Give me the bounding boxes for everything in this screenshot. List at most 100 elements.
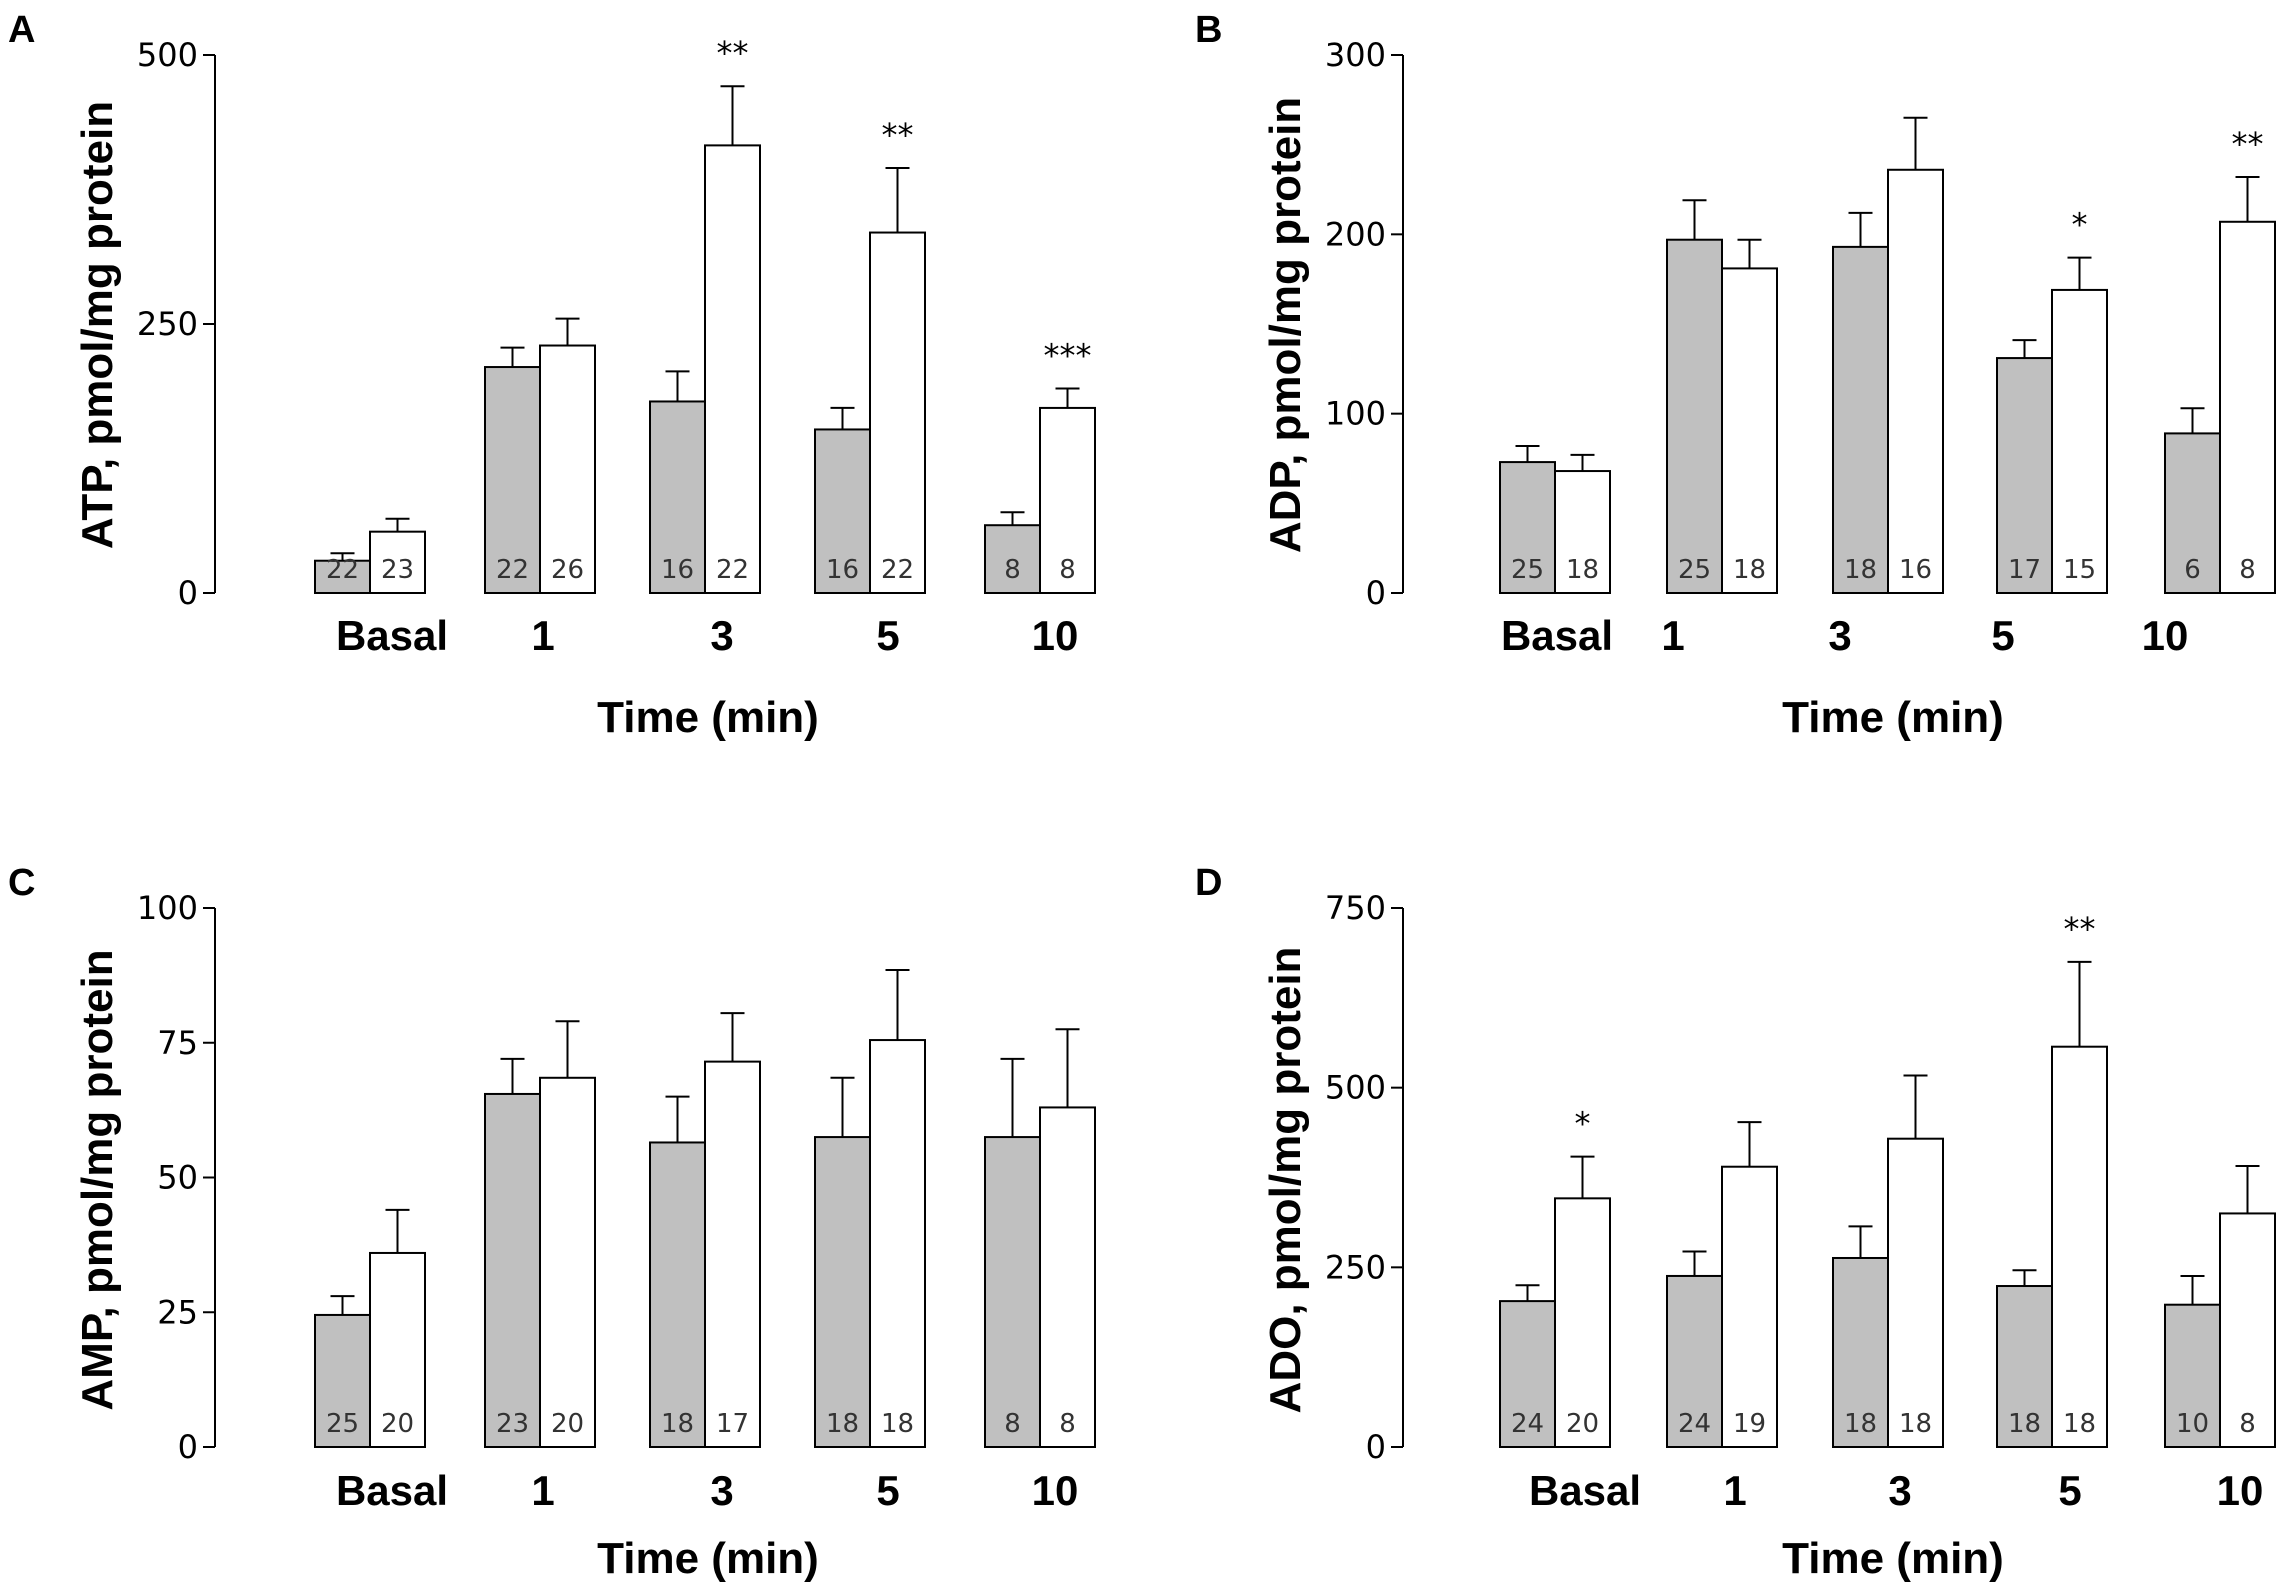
bar-gray — [2164, 1303, 2221, 1448]
y-tick-label: 100 — [1325, 395, 1386, 433]
bar-white — [1039, 1106, 1096, 1449]
significance-label: ** — [882, 116, 914, 154]
y-axis-label: ADO, pmol/mg protein — [1261, 947, 1310, 1414]
panel-a: A ATP, pmol/mg protein Time (min) 0 250 50… — [8, 9, 1096, 742]
panel-letter: A — [8, 9, 35, 51]
n-label: 16 — [1899, 555, 1932, 585]
category-label: 10 — [1032, 612, 1079, 659]
n-label: 20 — [1566, 1409, 1599, 1439]
category-label: 3 — [710, 1467, 733, 1514]
category-label: 1 — [531, 1467, 554, 1514]
n-label: 18 — [1566, 555, 1599, 585]
significance-label: ** — [717, 34, 749, 72]
n-label: 6 — [2184, 555, 2201, 585]
bar-white — [1721, 1165, 1778, 1448]
category-label: 5 — [2058, 1467, 2081, 1514]
significance-label: * — [2072, 206, 2088, 244]
n-label: 25 — [1511, 555, 1544, 585]
n-label: 20 — [551, 1409, 584, 1439]
plot-area: 0 250 500 750 24 20 * Basal 24 19 1 18 18 3 18 18 ** 5 10 8… — [1325, 889, 2276, 1514]
bar-white — [369, 530, 426, 595]
significance-label: *** — [1044, 337, 1092, 375]
bar-gray — [1832, 245, 1889, 595]
bar-white — [539, 344, 596, 594]
category-label: 1 — [531, 612, 554, 659]
bar-gray — [1996, 357, 2053, 594]
panel-letter: D — [1195, 862, 1222, 904]
bar-gray — [1666, 1274, 1723, 1448]
bar-white — [2219, 1212, 2276, 1449]
bar-gray — [814, 1136, 871, 1448]
n-label: 17 — [716, 1409, 749, 1439]
y-tick-label: 25 — [157, 1293, 198, 1331]
bar-white — [1554, 1197, 1611, 1448]
n-label: 23 — [381, 555, 414, 585]
category-label: Basal — [1501, 612, 1613, 659]
bar-white — [869, 1039, 926, 1449]
n-label: 8 — [1059, 1409, 1076, 1439]
y-tick-label: 0 — [1366, 1428, 1386, 1466]
n-label: 18 — [1844, 555, 1877, 585]
bar-white — [2051, 288, 2108, 594]
y-tick-label: 250 — [137, 305, 198, 343]
n-label: 18 — [881, 1409, 914, 1439]
panel-c: C AMP, pmol/mg protein Time (min) 0 25 50 7… — [8, 862, 1096, 1583]
n-label: 18 — [1733, 555, 1766, 585]
n-label: 16 — [661, 555, 694, 585]
y-tick-label: 75 — [157, 1024, 198, 1062]
bar-white — [1554, 470, 1611, 595]
y-axis-label: ADP, pmol/mg protein — [1261, 97, 1310, 553]
bar-white — [1039, 406, 1096, 595]
category-label: 3 — [1828, 612, 1851, 659]
n-label: 22 — [496, 555, 529, 585]
panel-b: B ADP, pmol/mg protein Time (min) 0 100 20… — [1195, 9, 2276, 742]
x-axis-label: Time (min) — [1782, 1534, 2004, 1583]
n-label: 18 — [1844, 1409, 1877, 1439]
category-label: 3 — [710, 612, 733, 659]
n-label: 15 — [2063, 555, 2096, 585]
panel-letter: C — [8, 862, 35, 904]
panel-letter: B — [1195, 9, 1222, 51]
n-label: 18 — [826, 1409, 859, 1439]
bar-white — [369, 1251, 426, 1448]
plot-area: 0 100 200 300 25 18 Basal 25 18 1 18 16 3 17 15 * 5 6 8 ** 1… — [1325, 36, 2276, 659]
bar-white — [704, 1060, 761, 1448]
n-label: 16 — [826, 555, 859, 585]
n-label: 8 — [2239, 1409, 2256, 1439]
significance-label: ** — [2232, 125, 2264, 163]
category-label: 5 — [876, 1467, 899, 1514]
bar-gray — [314, 559, 371, 594]
bar-white — [1887, 168, 1944, 594]
bar-white — [2219, 220, 2276, 594]
n-label: 8 — [1004, 1409, 1021, 1439]
n-label: 26 — [551, 555, 584, 585]
y-tick-label: 50 — [157, 1159, 198, 1197]
n-label: 25 — [1678, 555, 1711, 585]
bar-gray — [1832, 1256, 1889, 1449]
n-label: 18 — [2008, 1409, 2041, 1439]
bar-gray — [984, 1136, 1041, 1448]
y-tick-label: 500 — [137, 36, 198, 74]
category-label: Basal — [336, 1467, 448, 1514]
x-axis-label: Time (min) — [1782, 693, 2004, 742]
y-tick-label: 300 — [1325, 36, 1386, 74]
category-label: 1 — [1661, 612, 1684, 659]
x-axis-label: Time (min) — [597, 1534, 819, 1583]
plot-area: 0 25 50 75 100 25 20 Basal 23 20 1 18 17 3 18 18 5 8 8 10 — [137, 889, 1096, 1514]
category-label: Basal — [1529, 1467, 1641, 1514]
n-label: 22 — [716, 555, 749, 585]
n-label: 18 — [2063, 1409, 2096, 1439]
bar-white — [539, 1076, 596, 1449]
category-label: 5 — [876, 612, 899, 659]
bar-gray — [314, 1313, 371, 1448]
y-tick-label: 250 — [1325, 1248, 1386, 1286]
bar-gray — [484, 1092, 541, 1448]
category-label: 3 — [1888, 1467, 1911, 1514]
n-label: 22 — [881, 555, 914, 585]
bar-gray — [814, 428, 871, 594]
n-label: 25 — [326, 1409, 359, 1439]
y-tick-label: 0 — [1366, 574, 1386, 612]
bar-gray — [984, 524, 1041, 594]
n-label: 20 — [381, 1409, 414, 1439]
